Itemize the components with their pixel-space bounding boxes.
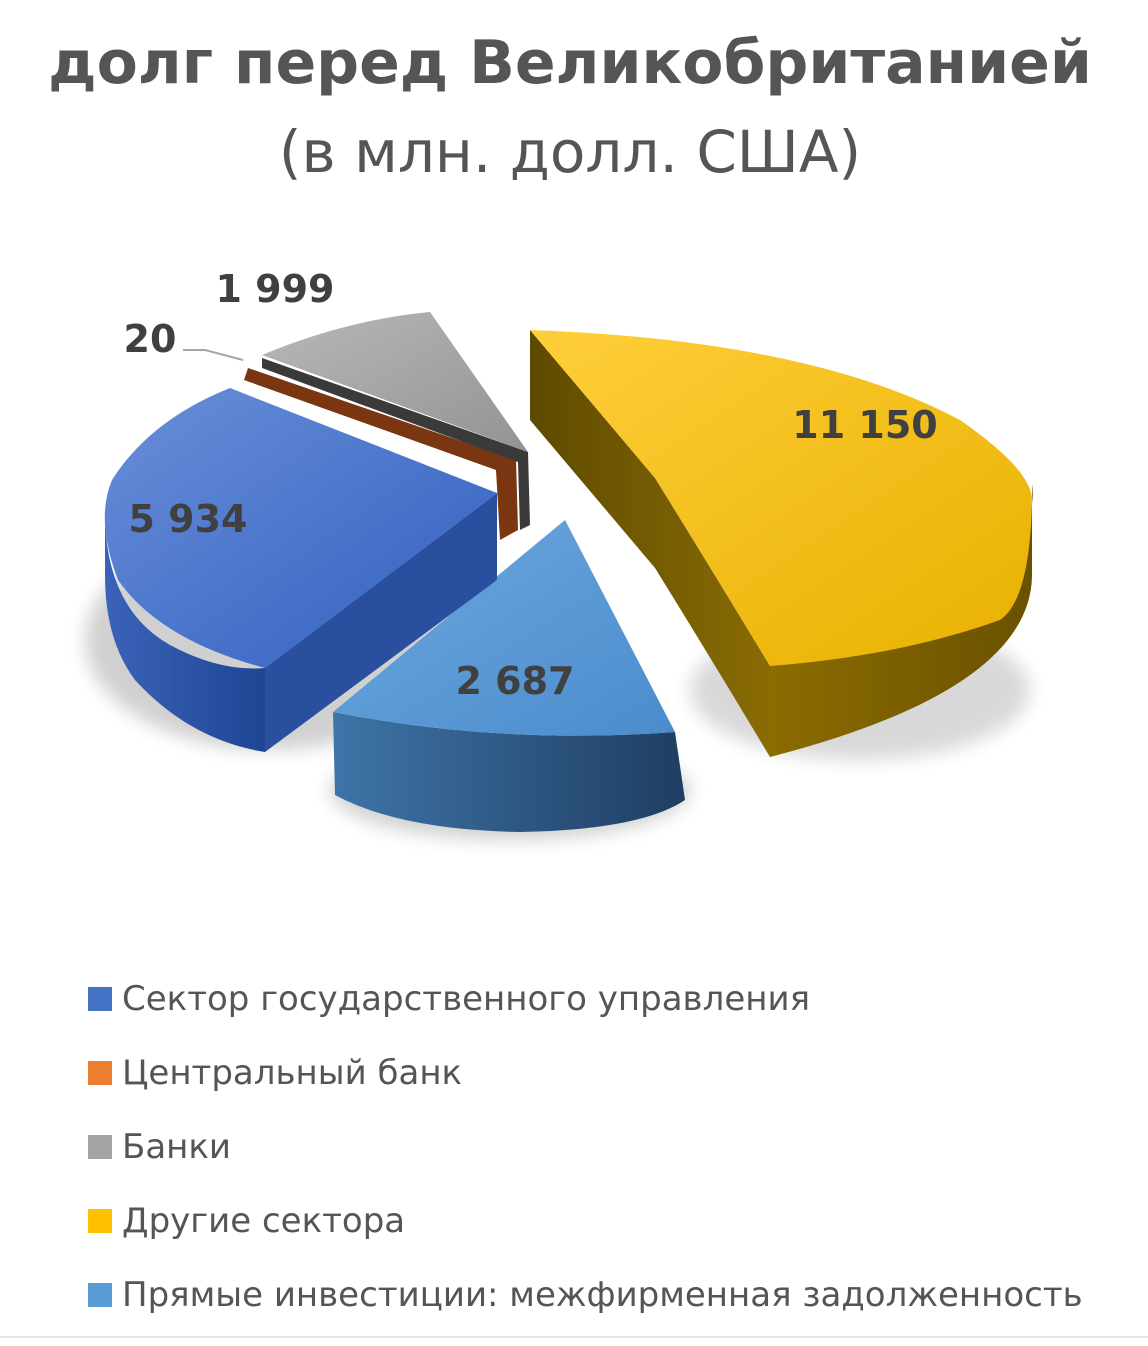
legend-item: Сектор государственного управления [88, 962, 1083, 1036]
legend-label: Другие сектора [122, 1201, 406, 1241]
legend-label: Банки [122, 1127, 232, 1167]
chart-title: долг перед Великобританией [48, 28, 1092, 98]
legend-swatch [88, 1209, 112, 1233]
legend-label: Сектор государственного управления [122, 979, 811, 1019]
pie-slice-central-bank [244, 368, 518, 540]
leader-line [183, 349, 244, 361]
legend-swatch [88, 1283, 112, 1307]
pie-slice-government [104, 388, 498, 752]
pie-chart: 5 934 20 1 999 11 150 2 687 [85, 267, 1033, 840]
chart-subtitle: (в млн. долл. США) [278, 118, 862, 186]
data-label: 11 150 [792, 403, 937, 447]
legend-swatch [88, 1135, 112, 1159]
data-label: 2 687 [456, 659, 575, 703]
legend-item: Прямые инвестиции: межфирменная задолжен… [88, 1258, 1083, 1332]
legend-label: Прямые инвестиции: межфирменная задолжен… [122, 1275, 1083, 1315]
data-label: 1 999 [216, 267, 335, 311]
legend-item: Банки [88, 1110, 1083, 1184]
legend: Сектор государственного управления Центра… [88, 962, 1083, 1332]
legend-swatch [88, 1061, 112, 1085]
legend-item: Другие сектора [88, 1184, 1083, 1258]
legend-item: Центральный банк [88, 1036, 1083, 1110]
divider [0, 1336, 1148, 1338]
legend-label: Центральный банк [122, 1053, 463, 1093]
pie-slice-other-sectors [530, 330, 1033, 757]
pie-slice-banks [262, 312, 530, 530]
data-label: 5 934 [129, 497, 248, 541]
legend-swatch [88, 987, 112, 1011]
data-label: 20 [124, 317, 177, 361]
pie-slice-direct-investment [333, 520, 685, 832]
